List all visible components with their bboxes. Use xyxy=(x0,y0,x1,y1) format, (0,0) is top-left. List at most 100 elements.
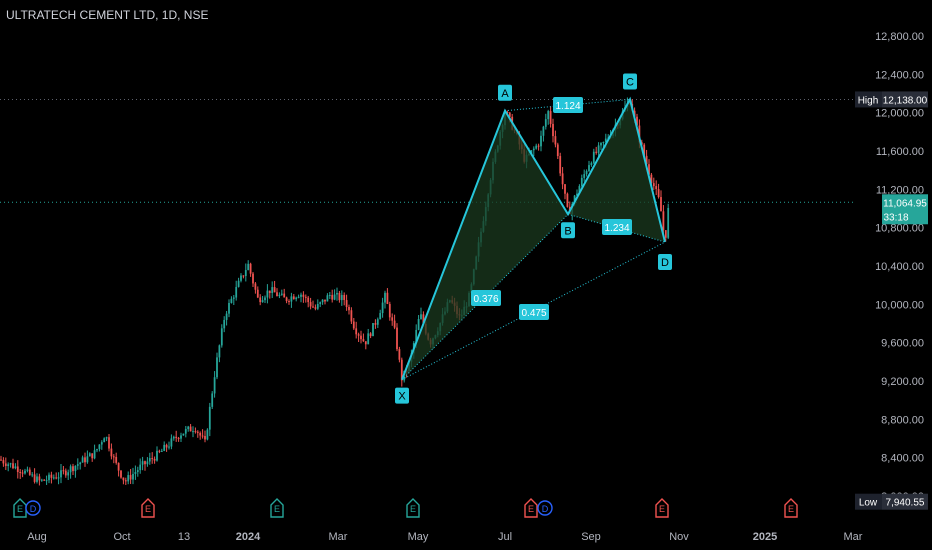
candle-body xyxy=(420,314,422,320)
candle-body xyxy=(273,287,276,293)
price-axis[interactable]: 12,800.00 12,400.00 12,000.00 11,600.00 11,2… xyxy=(855,31,928,510)
ratio-label-1[interactable]: 1.124 xyxy=(553,97,583,113)
candle-body xyxy=(69,466,72,473)
candle-body xyxy=(384,292,386,303)
candle-body xyxy=(636,116,638,126)
candle-body xyxy=(576,193,578,196)
high-label-bg xyxy=(855,91,882,108)
candle-body xyxy=(537,145,540,147)
candle-body xyxy=(182,433,185,436)
symbol-title: ULTRATECH CEMENT LTD, 1D, NSE xyxy=(6,8,209,22)
point-label-bg xyxy=(658,254,672,271)
low-value: 7,940.55 xyxy=(886,498,925,509)
candle-body xyxy=(662,211,665,231)
candle-body xyxy=(163,444,166,451)
candle-body xyxy=(508,112,511,117)
ratio-label-0[interactable]: 0.376 xyxy=(471,290,501,306)
candle-body xyxy=(650,174,653,184)
candle-body xyxy=(309,302,312,307)
price-tick-label: 10,800.00 xyxy=(875,223,924,235)
candle-body xyxy=(374,323,377,325)
candle-body xyxy=(60,470,62,478)
last-price-value: 11,064.95 xyxy=(883,198,927,209)
candle-body xyxy=(156,450,158,461)
point-label-bg xyxy=(561,222,575,239)
candle-body xyxy=(271,287,274,293)
candle-body xyxy=(326,295,329,302)
candle-body xyxy=(314,307,317,309)
candle-body xyxy=(196,431,199,433)
candle-body xyxy=(134,472,137,474)
event-marker-e[interactable]: E xyxy=(406,498,420,518)
candle-body xyxy=(307,297,310,303)
event-marker-e[interactable]: E xyxy=(270,498,284,518)
candle-body xyxy=(86,456,89,463)
event-marker-e[interactable]: E xyxy=(13,498,27,518)
time-tick-label: Nov xyxy=(669,531,689,543)
earnings-icon xyxy=(406,498,420,518)
pattern-point-b[interactable]: B xyxy=(561,222,575,239)
candle-body xyxy=(184,429,187,434)
pattern-point-d[interactable]: D xyxy=(658,254,672,271)
candle-body xyxy=(604,138,607,142)
harmonic-pattern[interactable]: X A B C D 0.376 1.124 0.475 1.234 xyxy=(395,73,672,404)
event-marker-e[interactable]: E xyxy=(141,498,155,518)
candle-body xyxy=(264,297,266,301)
candle-body xyxy=(556,144,559,157)
event-marker-e[interactable]: E xyxy=(784,498,798,518)
candle-body xyxy=(595,151,598,153)
candle-body xyxy=(4,463,7,466)
event-letter: E xyxy=(274,504,280,514)
candle-body xyxy=(295,297,298,300)
candle-body xyxy=(312,306,314,308)
candle-body xyxy=(48,474,50,481)
candle-body xyxy=(228,302,230,314)
low-value-bg xyxy=(882,493,928,510)
candle-body xyxy=(321,299,324,303)
candle-body xyxy=(542,126,545,136)
candle-body xyxy=(45,480,48,482)
time-axis[interactable]: Aug Oct 13 2024 Mar May Jul Sep Nov 2025 Mar xyxy=(27,531,863,543)
candle-body xyxy=(657,189,660,198)
pattern-point-x[interactable]: X xyxy=(395,387,409,404)
candle-body xyxy=(381,302,384,314)
candle-body xyxy=(244,270,247,276)
pattern-point-c[interactable]: C xyxy=(623,73,637,90)
candle-body xyxy=(566,193,569,207)
event-marker-d[interactable]: D xyxy=(537,500,553,516)
candle-body xyxy=(532,148,535,151)
candle-body xyxy=(600,142,602,146)
candle-body xyxy=(280,293,283,295)
ratio-label-3[interactable]: 1.234 xyxy=(602,219,632,235)
candle-body xyxy=(331,294,334,300)
candle-body xyxy=(40,479,43,481)
candle-body xyxy=(297,296,300,298)
price-tick-label: 11,600.00 xyxy=(876,146,924,158)
event-marker-e[interactable]: E xyxy=(524,498,538,518)
ratio-label-2[interactable]: 0.475 xyxy=(519,304,549,320)
point-label-bg xyxy=(498,84,512,101)
candle-body xyxy=(24,470,26,474)
time-tick-label: 13 xyxy=(178,531,190,543)
candle-body xyxy=(343,295,346,301)
candle-body xyxy=(648,164,650,175)
candle-body xyxy=(573,195,576,205)
time-tick-label: Jul xyxy=(498,531,512,543)
event-letter: E xyxy=(17,504,23,514)
candle-body xyxy=(633,110,636,117)
event-marker-d[interactable]: D xyxy=(25,500,41,516)
candle-body xyxy=(417,319,420,330)
candle-body xyxy=(12,463,14,469)
candle-body xyxy=(602,141,605,143)
candle-body xyxy=(180,435,182,439)
candle-body xyxy=(338,292,341,301)
candle-body xyxy=(170,438,173,447)
event-marker-e[interactable]: E xyxy=(655,498,669,518)
pattern-point-a[interactable]: A xyxy=(498,84,512,101)
ratio-label-text: 0.475 xyxy=(521,308,546,319)
candle-body xyxy=(256,289,259,298)
earnings-icon xyxy=(655,498,669,518)
candle-body xyxy=(252,273,254,284)
